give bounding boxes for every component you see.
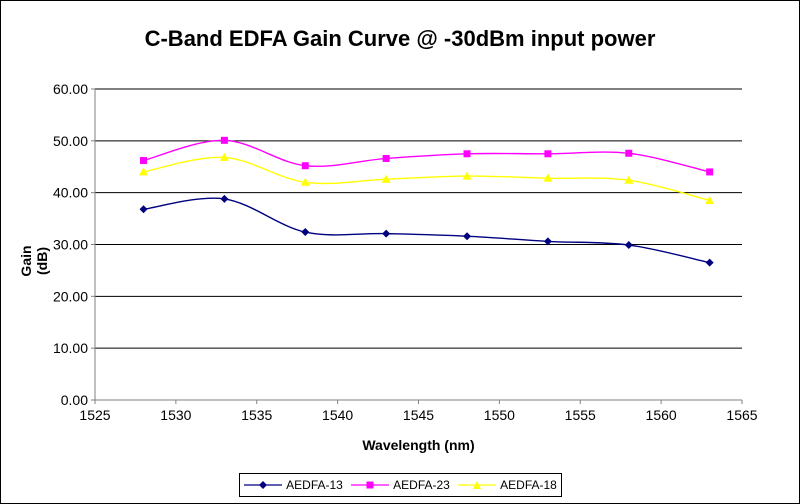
point-aedfa-23-3 (382, 154, 390, 162)
point-aedfa-13-4 (463, 232, 472, 241)
legend-label-aedfa-18: AEDFA-18 (500, 478, 557, 492)
point-aedfa-13-6 (624, 241, 633, 250)
x-tick-label-6: 1555 (565, 407, 596, 423)
series-line-aedfa-23 (143, 139, 710, 173)
point-aedfa-23-1 (220, 136, 228, 144)
legend: AEDFA-13 AEDFA-23 AEDFA-18 (239, 473, 562, 497)
y-tick-label-0: 0.00 (61, 392, 88, 408)
point-aedfa-18-4 (462, 171, 472, 180)
legend-item-aedfa-18: AEDFA-18 (458, 478, 557, 492)
x-tick-label-7: 1560 (646, 407, 677, 423)
series-line-aedfa-13 (143, 197, 710, 264)
point-aedfa-23-0 (140, 157, 148, 165)
point-aedfa-18-2 (300, 177, 310, 186)
x-tick-label-0: 1525 (79, 407, 110, 423)
x-tick-label-2: 1535 (241, 407, 272, 423)
x-tick-label-8: 1565 (726, 407, 757, 423)
series-line-aedfa-18 (143, 156, 710, 202)
point-aedfa-13-2 (301, 228, 310, 237)
point-aedfa-18-5 (543, 173, 553, 182)
legend-swatch-aedfa-23 (351, 481, 390, 489)
legend-item-aedfa-23: AEDFA-23 (351, 478, 450, 492)
point-aedfa-18-1 (219, 152, 229, 161)
x-tick-label-4: 1545 (403, 407, 434, 423)
point-aedfa-18-7 (705, 195, 715, 204)
legend-label-aedfa-13: AEDFA-13 (286, 478, 343, 492)
legend-label-aedfa-23: AEDFA-23 (393, 478, 450, 492)
legend-item-aedfa-13: AEDFA-13 (244, 478, 343, 492)
point-aedfa-23-2 (301, 162, 309, 170)
y-tick-label-5: 50.00 (53, 133, 88, 149)
y-tick-label-1: 10.00 (53, 340, 88, 356)
point-aedfa-13-0 (139, 205, 148, 214)
point-aedfa-23-6 (625, 149, 633, 157)
point-aedfa-13-7 (705, 258, 714, 267)
y-tick-label-4: 40.00 (53, 185, 88, 201)
point-aedfa-13-1 (220, 194, 229, 203)
point-aedfa-23-7 (706, 168, 714, 176)
point-aedfa-23-4 (463, 150, 471, 158)
point-aedfa-23-5 (544, 150, 552, 158)
chart-title: C-Band EDFA Gain Curve @ -30dBm input po… (144, 26, 656, 51)
x-tick-label-1: 1530 (160, 407, 191, 423)
legend-swatch-aedfa-13 (244, 481, 283, 489)
x-tick-label-5: 1550 (484, 407, 515, 423)
y-tick-label-2: 20.00 (53, 288, 88, 304)
y-tick-label-6: 60.00 (53, 81, 88, 97)
point-aedfa-18-6 (624, 175, 634, 184)
point-aedfa-18-3 (381, 174, 391, 183)
point-aedfa-13-3 (382, 229, 391, 238)
x-axis-label: Wavelength (nm) (362, 437, 475, 453)
y-tick-label-3: 30.00 (53, 237, 88, 253)
legend-swatch-aedfa-18 (458, 481, 497, 489)
point-aedfa-18-0 (139, 167, 149, 176)
x-tick-label-3: 1540 (322, 407, 353, 423)
point-aedfa-13-5 (543, 237, 552, 246)
